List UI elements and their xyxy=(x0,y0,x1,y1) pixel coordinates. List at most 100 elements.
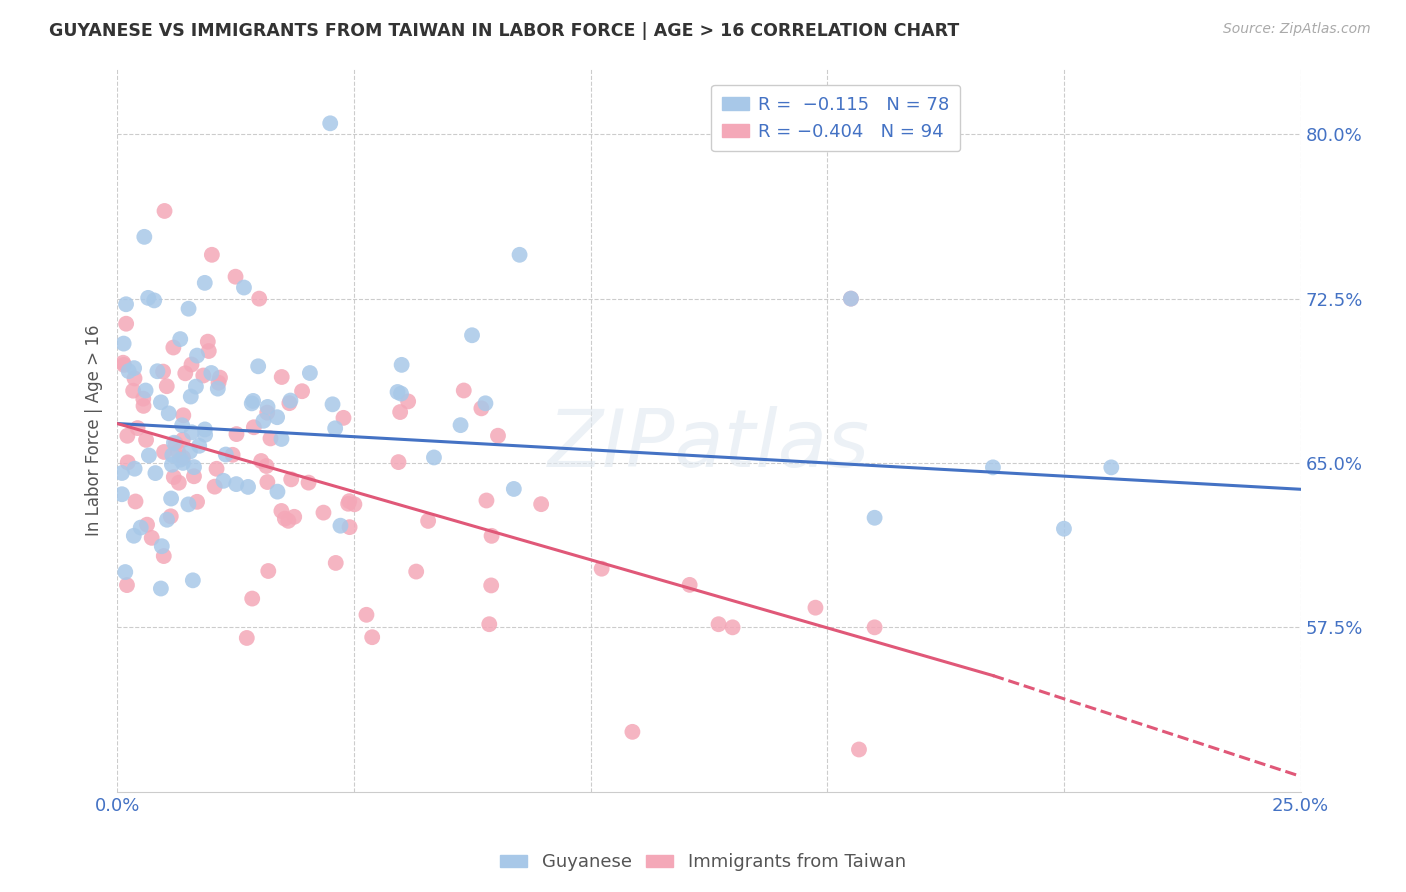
Point xyxy=(111,466,134,480)
Point xyxy=(127,421,149,435)
Point xyxy=(153,204,176,219)
Point xyxy=(278,396,301,410)
Point xyxy=(122,529,145,543)
Point xyxy=(236,480,259,494)
Point xyxy=(117,455,139,469)
Point xyxy=(450,418,472,433)
Point xyxy=(188,439,211,453)
Point xyxy=(418,514,440,528)
Point xyxy=(242,393,264,408)
Point xyxy=(502,482,524,496)
Point xyxy=(204,480,226,494)
Point xyxy=(181,574,204,588)
Point xyxy=(339,520,361,534)
Point xyxy=(115,578,138,592)
Point xyxy=(112,356,135,370)
Point xyxy=(256,406,278,420)
Point xyxy=(177,497,200,511)
Point xyxy=(221,448,243,462)
Point xyxy=(337,497,360,511)
Point xyxy=(183,460,205,475)
Point xyxy=(157,406,180,420)
Point xyxy=(804,600,827,615)
Point xyxy=(266,410,288,425)
Point xyxy=(277,514,299,528)
Point xyxy=(197,344,219,359)
Point xyxy=(180,358,202,372)
Point xyxy=(591,562,613,576)
Point xyxy=(509,248,531,262)
Point xyxy=(179,444,201,458)
Legend: Guyanese, Immigrants from Taiwan: Guyanese, Immigrants from Taiwan xyxy=(494,847,912,879)
Point xyxy=(981,460,1004,475)
Point xyxy=(252,414,274,428)
Point xyxy=(405,565,427,579)
Point xyxy=(111,487,134,501)
Point xyxy=(270,504,292,518)
Point xyxy=(243,420,266,434)
Point xyxy=(136,291,159,305)
Point xyxy=(177,301,200,316)
Point xyxy=(115,317,138,331)
Point xyxy=(256,475,278,489)
Point xyxy=(186,349,208,363)
Point xyxy=(172,418,194,433)
Point xyxy=(332,410,354,425)
Point xyxy=(297,475,319,490)
Point xyxy=(486,428,509,442)
Point xyxy=(156,379,179,393)
Point xyxy=(122,384,145,398)
Point xyxy=(201,248,224,262)
Point xyxy=(225,269,247,284)
Point xyxy=(186,495,208,509)
Point xyxy=(156,513,179,527)
Point xyxy=(721,620,744,634)
Point xyxy=(145,466,167,480)
Point xyxy=(387,384,409,399)
Point xyxy=(208,370,231,384)
Point xyxy=(138,449,160,463)
Point xyxy=(160,491,183,506)
Point xyxy=(322,397,344,411)
Point xyxy=(323,421,346,435)
Point xyxy=(149,395,172,409)
Point xyxy=(387,455,409,469)
Point xyxy=(329,518,352,533)
Point xyxy=(129,520,152,534)
Point xyxy=(169,452,191,467)
Point xyxy=(132,399,155,413)
Point xyxy=(337,494,360,508)
Point xyxy=(184,379,207,393)
Point xyxy=(163,470,186,484)
Point xyxy=(124,461,146,475)
Point xyxy=(172,433,194,447)
Text: GUYANESE VS IMMIGRANTS FROM TAIWAN IN LABOR FORCE | AGE > 16 CORRELATION CHART: GUYANESE VS IMMIGRANTS FROM TAIWAN IN LA… xyxy=(49,22,959,40)
Point xyxy=(356,607,378,622)
Point xyxy=(132,392,155,406)
Point xyxy=(530,497,553,511)
Point xyxy=(152,549,174,563)
Point xyxy=(325,556,347,570)
Point xyxy=(153,445,176,459)
Point xyxy=(117,364,139,378)
Point xyxy=(141,531,163,545)
Point xyxy=(479,578,502,592)
Point xyxy=(180,425,202,440)
Point xyxy=(112,336,135,351)
Point xyxy=(114,565,136,579)
Point xyxy=(200,366,222,380)
Point xyxy=(848,742,870,756)
Legend: R =  −0.115   N = 78, R = −0.404   N = 94: R = −0.115 N = 78, R = −0.404 N = 94 xyxy=(711,85,960,152)
Point xyxy=(250,454,273,468)
Point xyxy=(396,394,419,409)
Point xyxy=(240,396,263,410)
Point xyxy=(225,477,247,491)
Text: ZIPatlas: ZIPatlas xyxy=(548,406,870,483)
Point xyxy=(389,386,412,401)
Point xyxy=(470,401,492,416)
Point xyxy=(839,292,862,306)
Point xyxy=(194,422,217,436)
Point xyxy=(270,370,292,384)
Point xyxy=(149,582,172,596)
Point xyxy=(197,334,219,349)
